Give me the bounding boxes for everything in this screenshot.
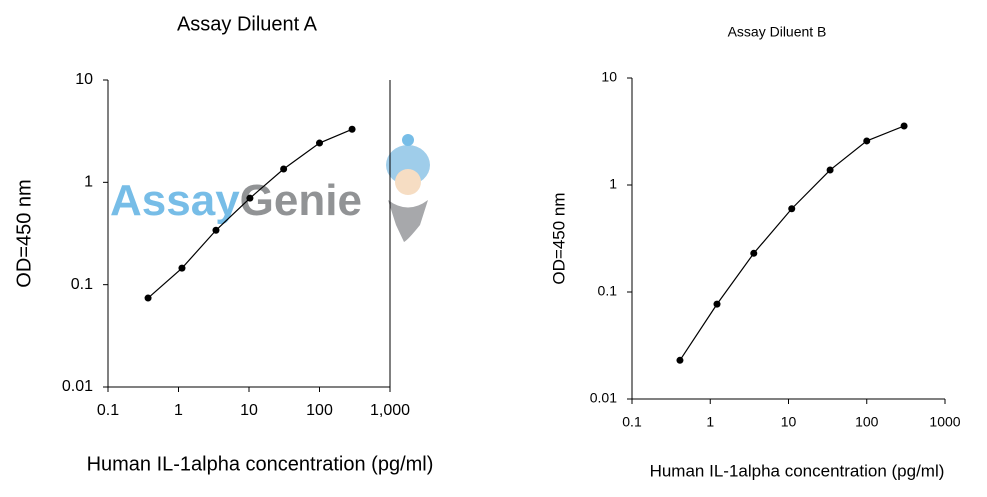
y-axis-label: OD=450 nm — [13, 179, 35, 287]
data-point — [246, 194, 254, 202]
y-tick-label: 0.1 — [71, 276, 93, 293]
data-point — [826, 166, 834, 174]
x-tick-label: 0.1 — [622, 414, 642, 430]
chart-title: Assay Diluent A — [177, 13, 318, 35]
x-tick-label: 100 — [855, 414, 879, 430]
y-tick-label: 10 — [601, 69, 617, 85]
plot: Assay Diluent A OD=450 nm Human IL-1alpha … — [13, 13, 433, 475]
data-point — [212, 226, 220, 234]
series-line — [679, 125, 905, 361]
data-point — [676, 356, 684, 364]
x-tick-label: 0.1 — [97, 402, 119, 419]
genie-icon — [386, 134, 430, 242]
watermark: AssayGenie — [110, 134, 430, 242]
x-axis-label: Human IL-1alpha concentration (pg/ml) — [650, 461, 945, 480]
x-tick-label: 100 — [306, 402, 333, 419]
watermark-part: Genie — [240, 176, 362, 225]
x-tick-label: 1000 — [929, 414, 960, 430]
x-tick-label: 1,000 — [370, 402, 410, 419]
plot: Assay Diluent B OD=450 nm Human IL-1alpha … — [549, 24, 960, 481]
y-tick-label: 0.01 — [62, 378, 93, 395]
x-tick-label: 10 — [781, 414, 797, 430]
data-point — [144, 294, 152, 302]
y-tick-label: 0.1 — [598, 283, 618, 299]
y-tick-label: 1 — [609, 176, 617, 192]
y-tick-label: 10 — [75, 71, 93, 88]
data-point — [788, 205, 796, 213]
x-tick-label: 1 — [174, 402, 183, 419]
watermark-text: AssayGenie — [110, 176, 362, 225]
y-tick-label: 0.01 — [590, 390, 617, 406]
x-tick-label: 1 — [706, 414, 714, 430]
data-point — [348, 125, 356, 133]
data-point — [178, 264, 186, 272]
chart-title: Assay Diluent B — [728, 24, 827, 40]
x-axis-label: Human IL-1alpha concentration (pg/ml) — [87, 453, 434, 475]
y-tick-label: 1 — [84, 174, 93, 191]
data-point — [750, 249, 758, 257]
data-point — [280, 165, 288, 173]
x-tick-label: 10 — [240, 402, 258, 419]
data-point — [713, 300, 721, 308]
watermark-part: Assay — [110, 176, 240, 225]
data-point — [316, 139, 323, 147]
data-point — [863, 137, 871, 145]
data-point — [900, 122, 908, 130]
y-axis-label: OD=450 nm — [549, 192, 568, 284]
